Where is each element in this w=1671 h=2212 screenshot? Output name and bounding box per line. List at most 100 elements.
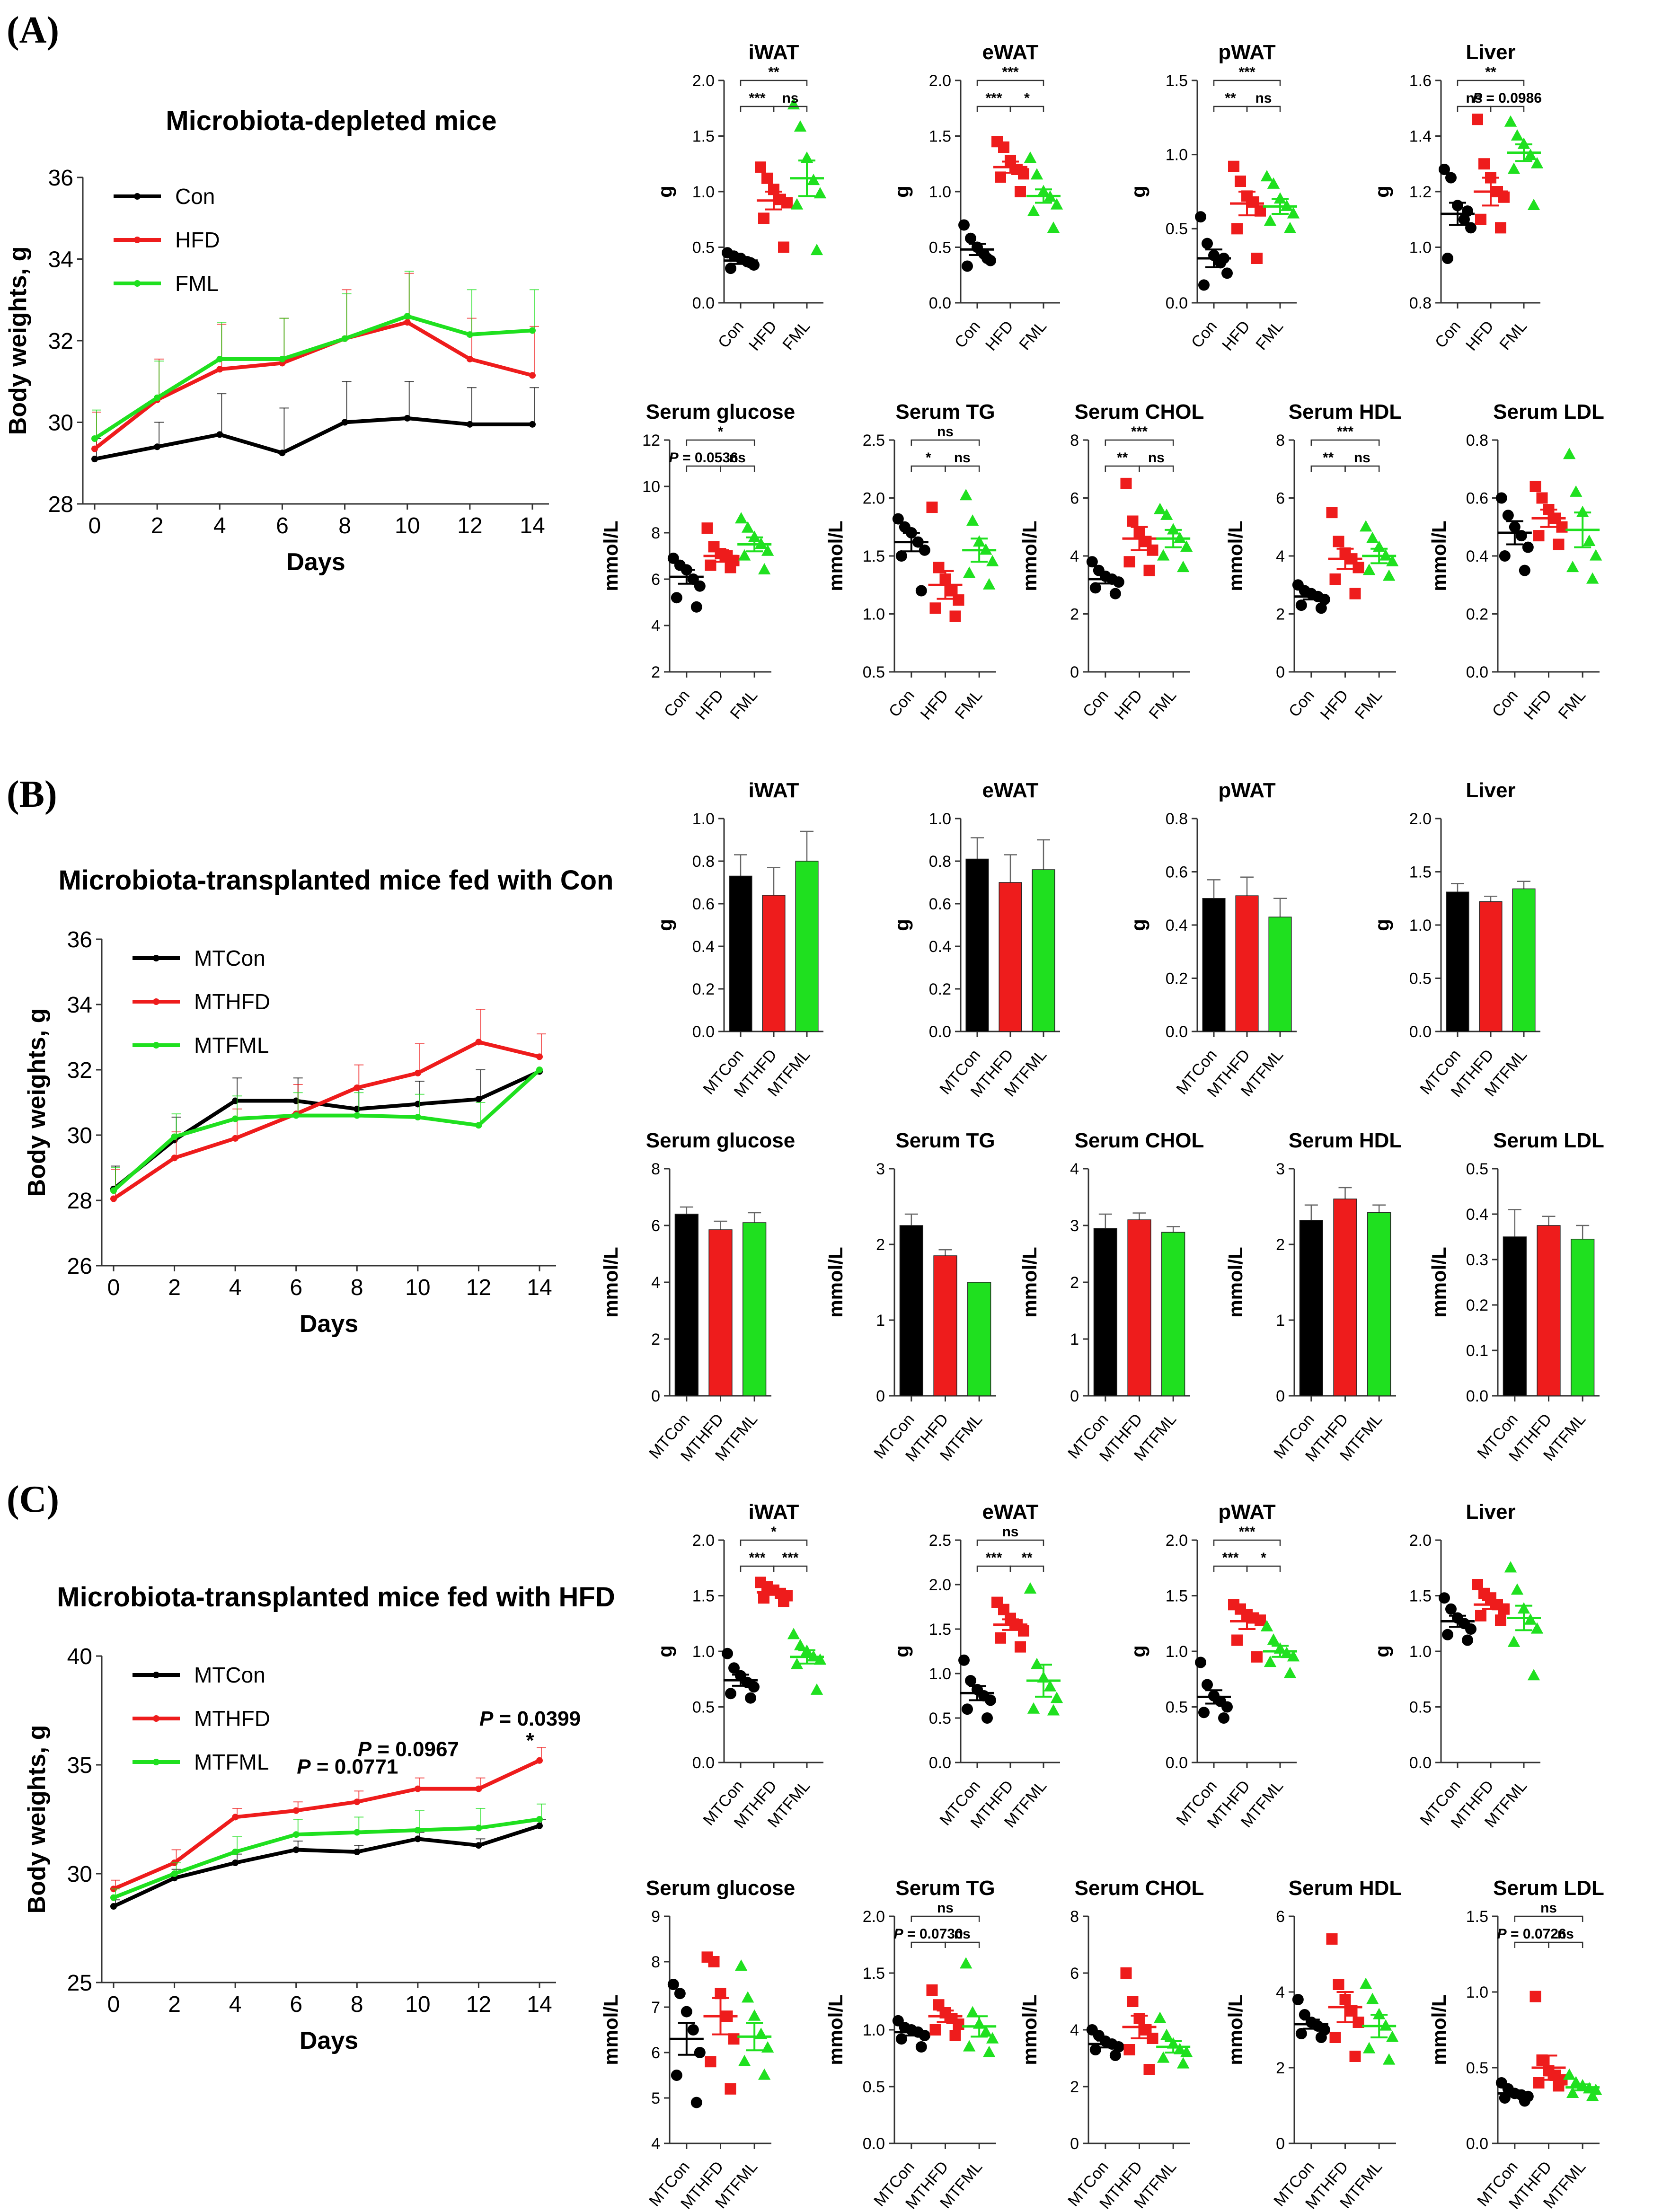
y-tick-label: 2.0 [1409, 810, 1432, 828]
chart-title: eWAT [982, 1500, 1039, 1524]
y-tick-label: 0.2 [929, 980, 951, 998]
y-tick-label: 2.5 [929, 1532, 951, 1550]
data-point [953, 2018, 964, 2030]
data-point [1530, 157, 1544, 168]
significance-bracket [976, 79, 1044, 86]
data-point [1527, 198, 1540, 210]
chart-title: Serum TG [895, 1129, 995, 1152]
data-point [404, 313, 411, 320]
group-FML [959, 489, 999, 590]
data-point [1495, 492, 1507, 504]
chart-C-bw: Microbiota-transplanted mice fed with HF… [23, 1582, 615, 2054]
data-point [292, 1831, 300, 1838]
data-point [1287, 207, 1300, 219]
data-point [216, 431, 223, 438]
data-point [475, 1096, 482, 1103]
data-point [1176, 2057, 1190, 2069]
x-tick-label: 14 [527, 1275, 552, 1300]
data-point [949, 610, 961, 622]
data-point [1283, 221, 1297, 233]
bar-MTHFD [999, 882, 1022, 1032]
data-point [1329, 2032, 1341, 2043]
data-point [1333, 1979, 1344, 1990]
data-point [475, 1785, 482, 1792]
significance-bracket [1139, 465, 1174, 472]
y-tick-label: 2.0 [863, 1908, 885, 1926]
significance-label: ** [1021, 1550, 1033, 1566]
data-point [965, 232, 976, 244]
data-point [671, 2070, 682, 2081]
data-point [529, 421, 536, 428]
y-axis-label: g [1371, 1645, 1393, 1657]
y-axis-label: mmol/L [824, 1247, 847, 1317]
data-point [671, 592, 682, 604]
data-point [1157, 549, 1170, 561]
significance-label: *** [782, 1550, 798, 1566]
group-MTHFD [926, 1984, 964, 2041]
data-point [354, 1829, 361, 1836]
data-point [1160, 2028, 1173, 2040]
y-tick-label: 0 [1276, 2135, 1285, 2153]
data-point [966, 2006, 979, 2018]
chart-title: pWAT [1218, 1500, 1275, 1524]
y-tick-label: 35 [67, 1753, 92, 1778]
annotation: P = 0.0399 [479, 1707, 581, 1730]
data-point [1530, 481, 1541, 492]
y-axis-label: mmol/L [1428, 1247, 1450, 1317]
data-point [1176, 561, 1190, 573]
significance-bracket [1344, 465, 1380, 472]
bar-MTCon [1446, 891, 1469, 1032]
data-point [216, 366, 223, 373]
data-point [745, 1692, 756, 1704]
legend-label: MTFML [194, 1033, 269, 1058]
y-tick-label: 4 [1276, 1983, 1285, 2001]
y-tick-label: 8 [651, 1953, 660, 1971]
data-point [1442, 253, 1453, 264]
data-point [981, 1712, 993, 1724]
y-tick-label: 8 [651, 524, 660, 542]
y-tick-label: 2 [651, 1331, 660, 1348]
data-point [1519, 2095, 1530, 2107]
y-tick-label: 1.5 [863, 547, 885, 565]
y-tick-label: 0.0 [1409, 1023, 1432, 1041]
data-point [1273, 192, 1287, 204]
data-point [1465, 1623, 1476, 1635]
data-point [1147, 2033, 1158, 2044]
y-axis-label: g [891, 919, 913, 931]
significance-bracket [740, 1539, 808, 1546]
data-point [963, 566, 976, 578]
data-point [475, 1039, 482, 1046]
data-point [758, 563, 771, 574]
series-MTFML [110, 1803, 546, 1901]
data-point [915, 2041, 927, 2053]
data-point [790, 1657, 804, 1669]
y-tick-label: 0 [1070, 2135, 1079, 2153]
data-point [466, 331, 473, 338]
data-point [741, 521, 754, 533]
y-tick-label: 0.2 [1166, 969, 1188, 987]
significance-label: P = 0.0726 [1497, 1926, 1566, 1942]
data-point [216, 355, 223, 362]
data-point [1553, 538, 1565, 550]
group-HFD [1326, 507, 1364, 599]
data-point [1386, 555, 1399, 566]
chart-title: Serum CHOL [1075, 1877, 1204, 1900]
data-point [1359, 520, 1372, 532]
group-MTCon [1195, 1657, 1233, 1724]
data-point [171, 1133, 178, 1140]
y-tick-label: 8 [1070, 432, 1079, 449]
data-point [1462, 205, 1473, 217]
series-FML [91, 271, 539, 442]
group-FML [1260, 170, 1300, 233]
y-tick-label: 0.0 [929, 294, 951, 312]
data-point [738, 549, 751, 561]
y-axis-label: g [1371, 919, 1393, 931]
chart-A-bw: Microbiota-depleted mice 28 30 32 34 36 0 2 4 6 8 1… [4, 106, 549, 576]
data-point [1586, 572, 1599, 584]
data-point [926, 1984, 938, 1996]
data-point [1569, 485, 1583, 497]
data-point [1507, 1635, 1521, 1647]
y-tick-label: 0.6 [1466, 489, 1488, 507]
data-point [1283, 1666, 1297, 1678]
